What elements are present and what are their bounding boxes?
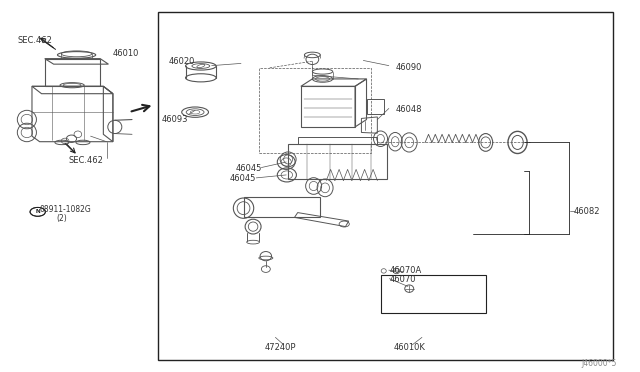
Bar — [259, 68, 371, 153]
Text: 46070: 46070 — [390, 275, 416, 284]
Text: SEC.462: SEC.462 — [17, 36, 52, 45]
Text: 46048: 46048 — [395, 105, 422, 115]
Text: 46010K: 46010K — [394, 343, 425, 352]
Text: SEC.462: SEC.462 — [68, 155, 103, 165]
Text: (2): (2) — [57, 214, 68, 223]
Text: J46000*5: J46000*5 — [581, 359, 616, 368]
Text: N: N — [35, 209, 40, 214]
Text: 46020: 46020 — [169, 57, 195, 67]
Text: 46082: 46082 — [573, 207, 600, 217]
Text: 08911-1082G: 08911-1082G — [40, 205, 92, 215]
Bar — [157, 13, 613, 359]
Bar — [381, 275, 486, 313]
Text: N: N — [35, 209, 40, 214]
Text: 46093: 46093 — [162, 115, 188, 124]
Text: 46045: 46045 — [236, 164, 262, 173]
Text: 46070A: 46070A — [390, 266, 422, 275]
Text: 46045: 46045 — [230, 174, 256, 183]
Text: 46090: 46090 — [395, 63, 422, 72]
Text: 46010: 46010 — [113, 49, 140, 58]
Text: 47240P: 47240P — [264, 343, 296, 352]
